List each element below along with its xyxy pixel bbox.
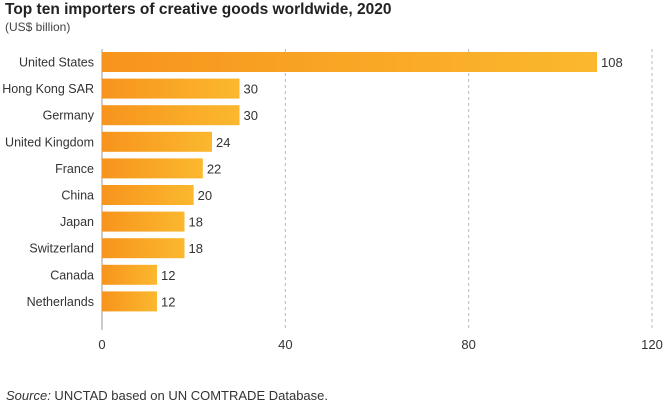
category-label: China	[61, 189, 94, 203]
value-label: 108	[601, 55, 623, 70]
value-label: 20	[198, 188, 212, 203]
category-label: United Kingdom	[5, 135, 94, 149]
chart-subtitle: (US$ billion)	[5, 20, 71, 34]
x-tick-label: 40	[278, 337, 292, 352]
value-label: 30	[244, 108, 258, 123]
bar	[102, 238, 185, 259]
source-note: Source: UNCTAD based on UN COMTRADE Data…	[6, 388, 328, 403]
value-label: 22	[207, 161, 221, 176]
labels: 0 40 80 120 United States 108 Hong Kong SAR 30 G…	[2, 55, 663, 352]
chart-title: Top ten importers of creative goods worl…	[5, 1, 392, 18]
value-label: 24	[216, 135, 230, 150]
value-label: 18	[189, 215, 203, 230]
value-label: 30	[244, 82, 258, 97]
bar	[102, 185, 194, 205]
bar	[102, 264, 157, 285]
category-label: Germany	[43, 109, 95, 123]
category-label: Netherlands	[27, 295, 94, 309]
bar	[102, 158, 203, 179]
bar	[102, 105, 240, 126]
value-label: 18	[189, 241, 203, 256]
value-label: 12	[161, 294, 175, 309]
category-label: Japan	[60, 215, 94, 229]
category-label: Hong Kong SAR	[2, 82, 94, 96]
category-label: Canada	[50, 268, 94, 282]
category-label: France	[55, 162, 94, 176]
x-tick-label: 120	[641, 337, 663, 352]
bar	[102, 211, 185, 232]
source-text: UNCTAD based on UN COMTRADE Database.	[50, 388, 328, 403]
bars	[102, 52, 597, 312]
x-tick-label: 80	[461, 337, 475, 352]
bar	[102, 78, 240, 99]
source-label: Source:	[6, 388, 51, 403]
bar	[102, 291, 157, 312]
value-label: 12	[161, 268, 175, 283]
bar	[102, 131, 212, 152]
x-tick-label: 0	[98, 337, 105, 352]
category-label: United States	[19, 56, 94, 70]
bar	[102, 52, 597, 72]
category-label: Switzerland	[29, 242, 94, 256]
